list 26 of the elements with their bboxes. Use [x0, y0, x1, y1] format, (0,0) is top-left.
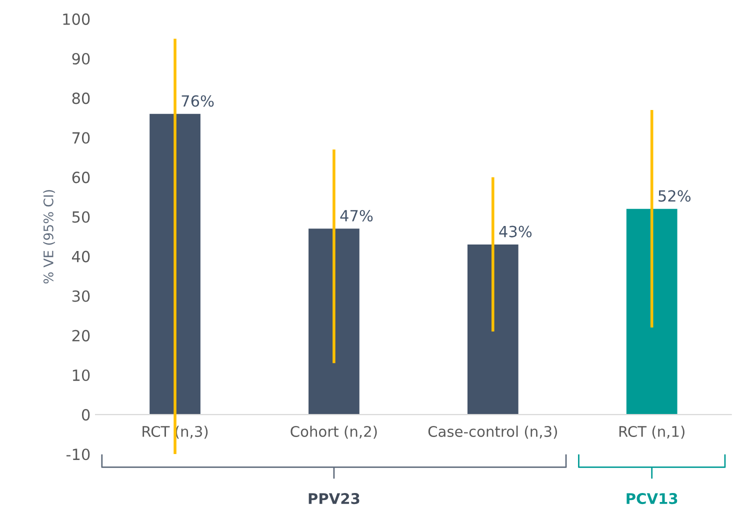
x-tick-label: Case-control (n,3) [428, 426, 557, 439]
bar [626, 208, 678, 415]
y-axis-title: % VE (95% CI) [43, 190, 55, 284]
y-tick-label: 90 [72, 52, 90, 65]
data-label: 47% [340, 210, 373, 222]
bar [467, 244, 518, 415]
data-label: 52% [658, 190, 691, 202]
bar [308, 228, 360, 415]
y-tick-label: 80 [72, 92, 90, 104]
bar [150, 114, 200, 415]
text: PCV13 [626, 493, 678, 504]
data-label: 76% [182, 95, 214, 107]
x-tick-label: RCT (n,1) [619, 426, 684, 439]
y-tick-label: 30 [72, 290, 90, 302]
y-tick-label: 10 [72, 369, 90, 382]
text: PPV23 [308, 493, 360, 504]
y-tick-label: 70 [72, 132, 90, 144]
data-label: 43% [499, 226, 532, 238]
y-tick-label: 60 [72, 172, 90, 184]
x-tick-label: Cohort (n,2) [290, 426, 377, 439]
y-tick-label: 100 [63, 13, 90, 25]
y-tick-label: 0 [82, 409, 90, 421]
y-tick-label: 20 [72, 330, 90, 342]
y-tick-label: 40 [72, 250, 90, 262]
y-tick-label: 50 [72, 211, 90, 223]
y-tick-label: -10 [66, 448, 90, 460]
